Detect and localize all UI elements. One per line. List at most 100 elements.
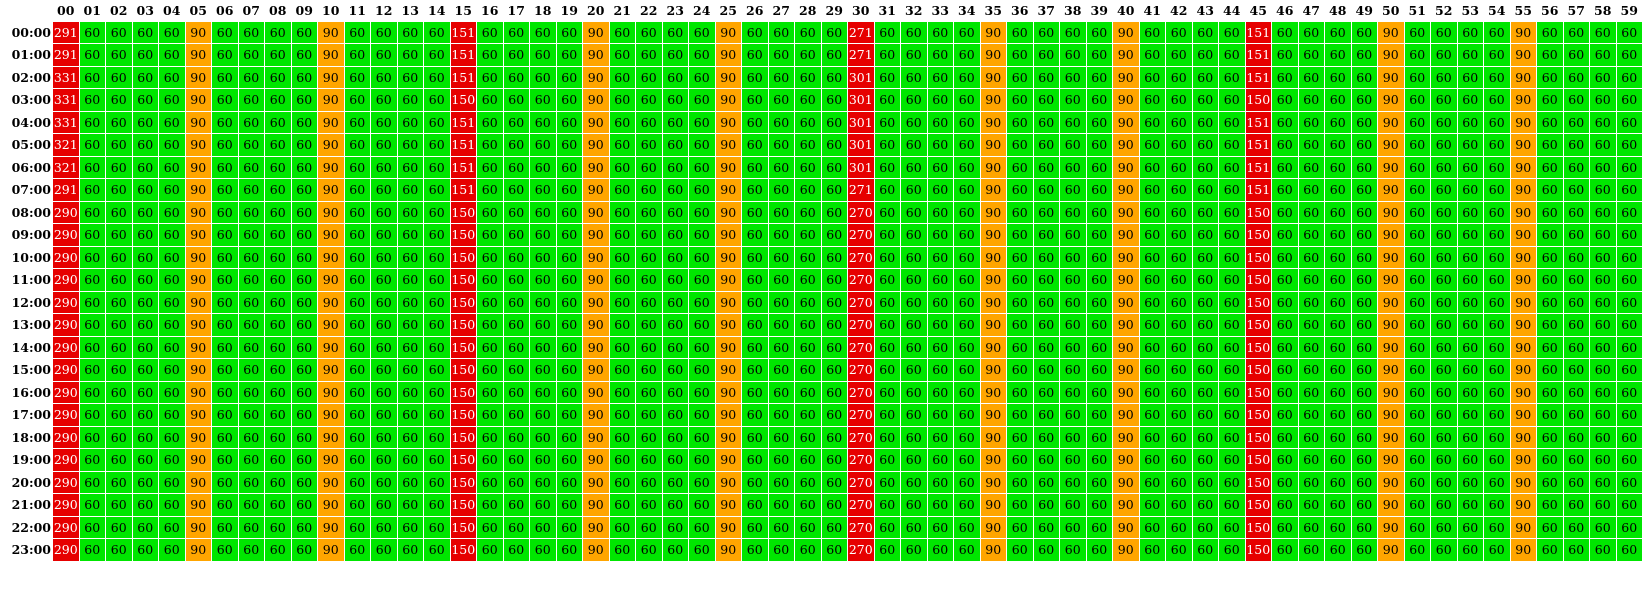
heatmap-cell: 60 [1033,539,1059,561]
heatmap-cell: 90 [980,426,1006,448]
heatmap-cell: 60 [1007,314,1033,336]
minute-tick-label: 12 [371,1,397,21]
heatmap-cell: 90 [583,269,609,291]
heatmap-cell: 60 [1351,179,1377,201]
heatmap-cell: 60 [1166,89,1192,111]
heatmap-cell: 60 [954,179,980,201]
hour-row: 08:00 290 60 60 60 60 90 60 60 60 60 90 60 60 60 60 150 6… [1,201,1642,223]
heatmap-cell: 90 [1378,44,1404,66]
minute-tick-label: 19 [556,1,582,21]
heatmap-cell: 60 [397,156,423,178]
heatmap-cell: 60 [79,44,105,66]
heatmap-cell: 60 [530,516,556,538]
heatmap-cell: 90 [1113,291,1139,313]
heatmap-cell: 90 [1510,336,1536,358]
heatmap-cell: 90 [583,291,609,313]
heatmap-cell: 60 [954,539,980,561]
heatmap-cell: 90 [1510,134,1536,156]
heatmap-cell: 60 [689,111,715,133]
heatmap-cell: 60 [397,44,423,66]
heatmap-cell: 150 [450,359,476,381]
heatmap-cell: 90 [318,539,344,561]
heatmap-cell: 90 [715,449,741,471]
heatmap-cell: 60 [1563,336,1589,358]
heatmap-cell: 60 [609,359,635,381]
hour-tick-label: 01:00 [1,44,52,66]
heatmap-cell: 60 [1457,449,1483,471]
heatmap-cell: 60 [609,381,635,403]
heatmap-cell: 60 [1484,516,1510,538]
heatmap-cell: 60 [1060,539,1086,561]
heatmap-cell: 60 [1219,426,1245,448]
heatmap-cell: 60 [212,89,238,111]
heatmap-cell: 150 [450,449,476,471]
heatmap-cell: 60 [954,516,980,538]
minute-tick-label: 00 [53,1,79,21]
heatmap-cell: 90 [715,179,741,201]
heatmap-cell: 60 [1033,291,1059,313]
heatmap-cell: 60 [79,404,105,426]
minute-tick-label: 10 [318,1,344,21]
heatmap-cell: 60 [795,21,821,43]
heatmap-cell: 60 [1590,179,1616,201]
heatmap-cell: 90 [715,21,741,43]
heatmap-cell: 90 [980,291,1006,313]
heatmap-cell: 60 [79,381,105,403]
heatmap-cell: 60 [1219,111,1245,133]
heatmap-cell: 60 [1457,201,1483,223]
heatmap-cell: 60 [212,539,238,561]
heatmap-cell: 60 [689,269,715,291]
heatmap-cell: 60 [795,246,821,268]
heatmap-cell: 60 [1431,539,1457,561]
heatmap-cell: 60 [238,539,264,561]
heatmap-cell: 290 [53,381,79,403]
heatmap-cell: 60 [1404,201,1430,223]
heatmap-cell: 60 [159,224,185,246]
heatmap-cell: 60 [265,336,291,358]
heatmap-cell: 290 [53,314,79,336]
heatmap-cell: 60 [636,156,662,178]
heatmap-cell: 60 [159,89,185,111]
heatmap-cell: 60 [1298,471,1324,493]
heatmap-cell: 90 [1510,269,1536,291]
heatmap-grid: 00 01 02 03 04 05 06 07 08 09 10 11 12 13 14 15 16 17 18 19… [1,1,1642,561]
heatmap-cell: 60 [1272,201,1298,223]
heatmap-cell: 60 [132,246,158,268]
heatmap-cell: 60 [397,134,423,156]
heatmap-cell: 60 [768,539,794,561]
heatmap-cell: 270 [848,246,874,268]
heatmap-cell: 60 [265,516,291,538]
heatmap-cell: 60 [689,156,715,178]
heatmap-cell: 60 [477,246,503,268]
heatmap-cell: 60 [1272,494,1298,516]
heatmap-cell: 60 [238,224,264,246]
heatmap-cell: 60 [1457,381,1483,403]
heatmap-cell: 60 [265,426,291,448]
heatmap-cell: 60 [1060,201,1086,223]
heatmap-cell: 90 [1113,404,1139,426]
heatmap-cell: 60 [662,246,688,268]
heatmap-cell: 60 [662,44,688,66]
heatmap-cell: 301 [848,111,874,133]
heatmap-cell: 60 [636,21,662,43]
heatmap-cell: 60 [954,66,980,88]
heatmap-cell: 60 [1325,449,1351,471]
heatmap-cell: 60 [1537,404,1563,426]
heatmap-cell: 60 [927,269,953,291]
heatmap-cell: 60 [821,291,847,313]
heatmap-cell: 60 [291,224,317,246]
heatmap-cell: 60 [1272,66,1298,88]
heatmap-cell: 60 [768,426,794,448]
heatmap-cell: 60 [556,44,582,66]
heatmap-cell: 60 [530,359,556,381]
heatmap-cell: 90 [185,269,211,291]
heatmap-cell: 90 [1113,89,1139,111]
heatmap-cell: 60 [874,471,900,493]
heatmap-cell: 60 [477,66,503,88]
hour-tick-label: 08:00 [1,201,52,223]
heatmap-cell: 60 [344,471,370,493]
heatmap-cell: 60 [79,201,105,223]
heatmap-cell: 60 [1351,426,1377,448]
heatmap-cell: 60 [344,539,370,561]
heatmap-cell: 60 [132,359,158,381]
